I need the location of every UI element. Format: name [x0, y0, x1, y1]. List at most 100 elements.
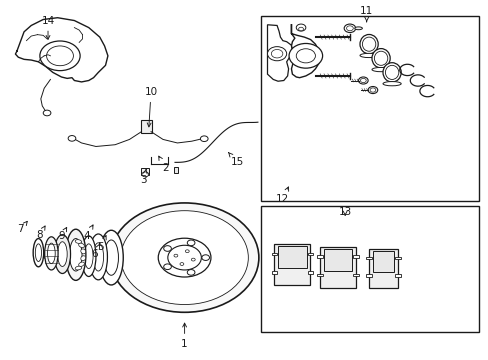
- Circle shape: [180, 262, 183, 265]
- Circle shape: [163, 246, 171, 251]
- Ellipse shape: [371, 67, 389, 72]
- Text: 9: 9: [58, 228, 66, 242]
- Bar: [141, 168, 149, 175]
- Circle shape: [288, 44, 322, 68]
- Ellipse shape: [359, 53, 377, 58]
- Circle shape: [142, 172, 148, 177]
- Ellipse shape: [81, 249, 85, 254]
- Circle shape: [185, 250, 189, 253]
- Bar: [307, 271, 313, 274]
- Text: 11: 11: [359, 6, 372, 22]
- Text: 2: 2: [159, 156, 168, 173]
- Bar: [278, 246, 306, 269]
- Ellipse shape: [93, 243, 103, 271]
- Circle shape: [296, 24, 305, 31]
- Bar: [271, 271, 277, 274]
- Ellipse shape: [54, 235, 70, 274]
- Circle shape: [40, 41, 80, 71]
- Text: 15: 15: [228, 152, 244, 167]
- Bar: [366, 274, 371, 277]
- Ellipse shape: [354, 27, 362, 30]
- Circle shape: [167, 245, 201, 270]
- Ellipse shape: [362, 37, 375, 51]
- Ellipse shape: [75, 240, 81, 243]
- Circle shape: [158, 238, 210, 277]
- Circle shape: [187, 240, 195, 246]
- Circle shape: [267, 47, 286, 61]
- Bar: [366, 257, 371, 259]
- Bar: [323, 249, 351, 271]
- Circle shape: [163, 264, 171, 270]
- Circle shape: [46, 46, 73, 66]
- Ellipse shape: [81, 236, 96, 276]
- Circle shape: [200, 136, 208, 141]
- Circle shape: [110, 203, 258, 312]
- Ellipse shape: [69, 239, 82, 271]
- Bar: [394, 274, 400, 277]
- Ellipse shape: [382, 82, 400, 86]
- Bar: [261, 16, 478, 201]
- Text: 1: 1: [181, 323, 187, 349]
- Text: 8: 8: [37, 226, 45, 240]
- Ellipse shape: [84, 244, 93, 269]
- Bar: [140, 120, 152, 133]
- Circle shape: [344, 24, 355, 32]
- Ellipse shape: [104, 240, 118, 275]
- Circle shape: [367, 86, 377, 94]
- Circle shape: [187, 270, 195, 275]
- Ellipse shape: [81, 256, 85, 261]
- Ellipse shape: [79, 262, 84, 266]
- Text: 14: 14: [41, 15, 55, 39]
- Ellipse shape: [371, 49, 389, 68]
- Bar: [173, 167, 178, 173]
- Ellipse shape: [385, 66, 398, 80]
- Polygon shape: [291, 24, 320, 78]
- Text: 3: 3: [140, 169, 147, 185]
- Ellipse shape: [35, 244, 41, 261]
- Ellipse shape: [58, 242, 67, 266]
- Bar: [316, 274, 322, 276]
- Circle shape: [296, 49, 315, 63]
- Bar: [319, 247, 355, 288]
- Circle shape: [271, 49, 282, 58]
- Bar: [261, 206, 478, 332]
- Bar: [316, 255, 322, 258]
- Circle shape: [43, 110, 51, 116]
- Bar: [271, 252, 277, 255]
- Bar: [307, 252, 313, 255]
- Text: 5: 5: [97, 235, 106, 252]
- Ellipse shape: [374, 51, 387, 65]
- Text: 6: 6: [91, 244, 100, 259]
- Text: 7: 7: [18, 221, 27, 234]
- Bar: [368, 249, 397, 288]
- Text: 12: 12: [276, 187, 289, 204]
- Circle shape: [174, 254, 178, 257]
- Text: 13: 13: [338, 207, 351, 217]
- Ellipse shape: [47, 243, 55, 264]
- Circle shape: [346, 26, 352, 31]
- Bar: [274, 244, 310, 285]
- Circle shape: [68, 136, 76, 141]
- Ellipse shape: [65, 229, 86, 280]
- Ellipse shape: [75, 266, 81, 270]
- Ellipse shape: [44, 237, 58, 270]
- Circle shape: [298, 27, 303, 31]
- Bar: [394, 257, 400, 259]
- Ellipse shape: [33, 239, 43, 267]
- Circle shape: [121, 211, 248, 305]
- Circle shape: [360, 78, 366, 83]
- Text: 10: 10: [144, 87, 157, 127]
- Ellipse shape: [382, 63, 400, 82]
- Text: 4: 4: [83, 225, 93, 242]
- Ellipse shape: [99, 230, 123, 285]
- Polygon shape: [267, 25, 292, 81]
- Circle shape: [369, 88, 375, 92]
- Bar: [372, 251, 393, 272]
- Ellipse shape: [359, 35, 377, 54]
- Circle shape: [358, 77, 367, 84]
- Bar: [352, 255, 358, 258]
- Ellipse shape: [79, 243, 84, 248]
- Ellipse shape: [89, 234, 107, 280]
- Circle shape: [202, 255, 209, 260]
- Bar: [352, 274, 358, 276]
